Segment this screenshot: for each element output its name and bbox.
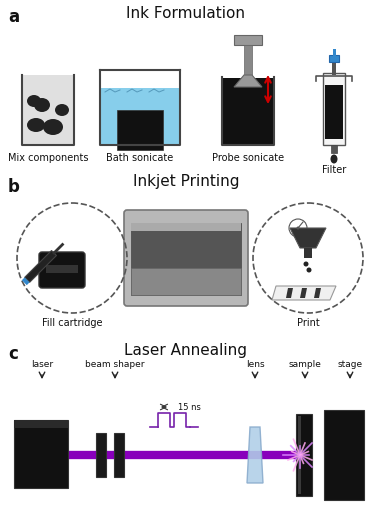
FancyBboxPatch shape (39, 252, 85, 288)
FancyBboxPatch shape (223, 78, 273, 144)
FancyBboxPatch shape (234, 35, 262, 45)
FancyBboxPatch shape (331, 145, 337, 153)
FancyBboxPatch shape (131, 223, 241, 295)
FancyBboxPatch shape (124, 210, 248, 306)
Text: lens: lens (246, 360, 264, 369)
FancyBboxPatch shape (131, 223, 241, 231)
Polygon shape (290, 228, 326, 248)
Ellipse shape (330, 155, 337, 163)
FancyBboxPatch shape (117, 110, 163, 150)
FancyBboxPatch shape (14, 420, 68, 428)
Polygon shape (286, 288, 293, 298)
Polygon shape (300, 288, 307, 298)
Text: sample: sample (289, 360, 321, 369)
Ellipse shape (27, 118, 45, 132)
Text: Bath sonicate: Bath sonicate (106, 153, 174, 163)
FancyBboxPatch shape (324, 410, 364, 500)
Circle shape (307, 267, 311, 272)
Text: b: b (8, 178, 20, 196)
FancyBboxPatch shape (304, 248, 312, 258)
FancyBboxPatch shape (14, 420, 68, 488)
Text: Ink Formulation: Ink Formulation (126, 6, 246, 21)
FancyBboxPatch shape (329, 55, 339, 62)
Polygon shape (96, 433, 106, 477)
Polygon shape (272, 286, 336, 300)
Text: Fill cartridge: Fill cartridge (42, 318, 102, 328)
Text: Inkjet Printing: Inkjet Printing (133, 174, 239, 189)
Circle shape (304, 262, 308, 266)
Polygon shape (314, 288, 321, 298)
Text: a: a (8, 8, 19, 26)
FancyBboxPatch shape (131, 268, 241, 295)
FancyBboxPatch shape (46, 265, 78, 273)
Text: Probe sonicate: Probe sonicate (212, 153, 284, 163)
Text: laser: laser (31, 360, 53, 369)
Polygon shape (22, 278, 30, 285)
FancyBboxPatch shape (333, 49, 336, 57)
Ellipse shape (55, 104, 69, 116)
Text: stage: stage (337, 360, 363, 369)
FancyBboxPatch shape (325, 85, 343, 139)
Circle shape (296, 226, 299, 230)
FancyBboxPatch shape (296, 414, 312, 496)
Ellipse shape (34, 98, 50, 112)
Text: Mix components: Mix components (8, 153, 88, 163)
Polygon shape (114, 433, 124, 477)
Text: 15 ns: 15 ns (178, 403, 201, 413)
Polygon shape (234, 75, 262, 87)
Text: beam shaper: beam shaper (85, 360, 145, 369)
FancyBboxPatch shape (222, 77, 274, 145)
Polygon shape (25, 251, 57, 282)
FancyBboxPatch shape (101, 88, 179, 144)
FancyBboxPatch shape (323, 73, 345, 145)
FancyBboxPatch shape (100, 70, 180, 145)
Ellipse shape (27, 95, 41, 107)
Text: Print: Print (296, 318, 320, 328)
Ellipse shape (43, 119, 63, 135)
FancyBboxPatch shape (298, 416, 301, 494)
Text: c: c (8, 345, 18, 363)
FancyBboxPatch shape (332, 61, 336, 75)
Polygon shape (247, 427, 263, 483)
Text: Filter: Filter (322, 165, 346, 175)
FancyBboxPatch shape (22, 75, 74, 145)
Text: Laser Annealing: Laser Annealing (125, 343, 247, 358)
FancyBboxPatch shape (244, 45, 252, 75)
